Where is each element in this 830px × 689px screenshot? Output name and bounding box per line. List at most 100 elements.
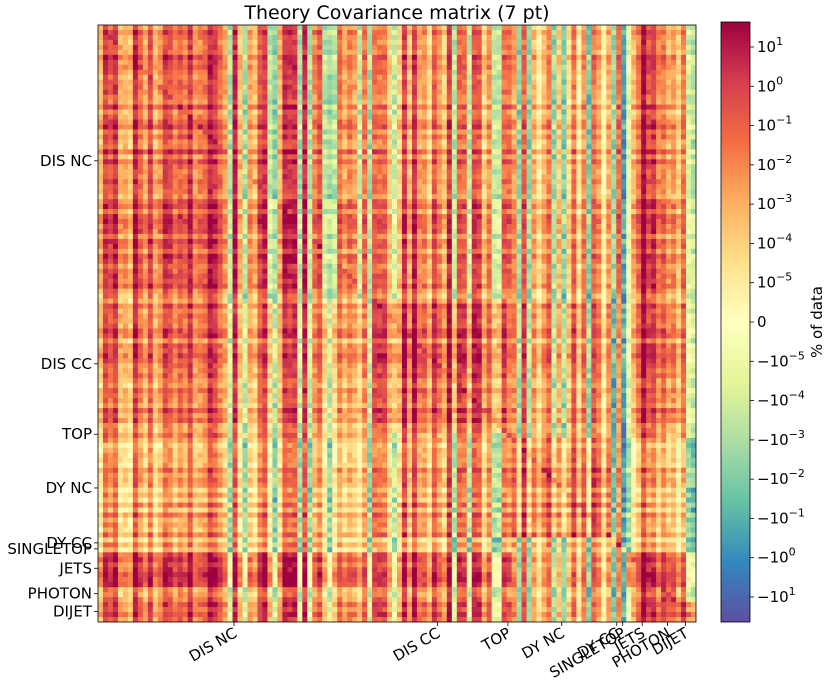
- heatmap-cell: [332, 119, 338, 126]
- heatmap-cell: [531, 204, 538, 210]
- heatmap-cell: [222, 154, 229, 160]
- heatmap-cell: [601, 224, 607, 230]
- heatmap-cell: [631, 204, 637, 210]
- heatmap-cell: [342, 174, 348, 180]
- heatmap-cell: [466, 194, 473, 200]
- heatmap-cell: [337, 139, 343, 145]
- heatmap-cell: [671, 179, 677, 185]
- heatmap-cell: [387, 184, 393, 190]
- heatmap-cell: [526, 134, 533, 141]
- heatmap-cell: [596, 124, 602, 131]
- heatmap-cell: [431, 209, 438, 215]
- heatmap-cell: [551, 194, 558, 200]
- heatmap-cell: [367, 179, 373, 185]
- heatmap-cell: [536, 149, 543, 155]
- heatmap-cell: [596, 29, 602, 36]
- heatmap-cell: [546, 159, 553, 165]
- heatmap-cell: [411, 124, 418, 131]
- heatmap-cell: [671, 59, 677, 66]
- heatmap-cell: [676, 139, 682, 145]
- heatmap-cell: [282, 29, 288, 36]
- heatmap-cell: [576, 154, 582, 160]
- heatmap-cell: [332, 214, 338, 220]
- heatmap-cell: [277, 159, 283, 165]
- heatmap-cell: [297, 59, 303, 66]
- heatmap-cell: [466, 34, 473, 41]
- heatmap-cell: [506, 169, 513, 175]
- heatmap-cell: [227, 74, 234, 81]
- heatmap-cell: [137, 149, 144, 155]
- heatmap-cell: [137, 89, 144, 96]
- heatmap-cell: [167, 39, 174, 46]
- heatmap-cell: [451, 184, 458, 190]
- heatmap-cell: [317, 44, 323, 51]
- heatmap-cell: [107, 84, 114, 91]
- heatmap-cell: [431, 39, 438, 46]
- heatmap-cell: [656, 139, 662, 145]
- heatmap-cell: [207, 179, 214, 185]
- heatmap-cell: [521, 54, 528, 61]
- heatmap-cell: [322, 69, 328, 76]
- heatmap-cell: [641, 94, 647, 101]
- heatmap-cell: [611, 159, 617, 165]
- heatmap-cell: [262, 29, 269, 36]
- heatmap-cell: [257, 79, 264, 86]
- heatmap-cell: [616, 64, 622, 71]
- heatmap-cell: [486, 214, 493, 220]
- heatmap-cell: [197, 34, 204, 41]
- heatmap-cell: [556, 194, 563, 200]
- heatmap-cell: [197, 149, 204, 155]
- heatmap-cell: [661, 69, 667, 76]
- heatmap-cell: [691, 25, 696, 31]
- heatmap-cell: [411, 99, 418, 106]
- heatmap-cell: [277, 199, 283, 205]
- heatmap-cell: [486, 209, 493, 215]
- heatmap-cell: [257, 219, 264, 225]
- heatmap-cell: [541, 219, 548, 225]
- heatmap-cell: [416, 25, 423, 31]
- heatmap-cell: [167, 189, 174, 195]
- heatmap-cell: [262, 199, 269, 205]
- heatmap-cell: [192, 224, 199, 230]
- heatmap-cell: [98, 74, 104, 81]
- heatmap-cell: [272, 169, 278, 175]
- heatmap-cell: [546, 139, 553, 145]
- heatmap-cell: [641, 54, 647, 61]
- heatmap-cell: [147, 199, 154, 205]
- heatmap-cell: [242, 149, 249, 155]
- heatmap-cell: [392, 144, 398, 150]
- heatmap-cell: [352, 74, 358, 81]
- heatmap-cell: [431, 189, 438, 195]
- heatmap-cell: [521, 149, 528, 155]
- heatmap-cell: [167, 174, 174, 180]
- heatmap-cell: [172, 199, 179, 205]
- heatmap-cell: [172, 29, 179, 36]
- heatmap-cell: [561, 154, 568, 160]
- heatmap-cell: [541, 214, 548, 220]
- heatmap-cell: [282, 189, 288, 195]
- heatmap-cell: [277, 228, 283, 235]
- heatmap-cell: [406, 124, 413, 131]
- heatmap-cell: [486, 44, 493, 51]
- heatmap-cell: [287, 54, 293, 61]
- heatmap-cell: [416, 94, 423, 101]
- heatmap-cell: [456, 224, 463, 230]
- heatmap-cell: [137, 124, 144, 131]
- heatmap-cell: [651, 29, 657, 36]
- heatmap-cell: [436, 189, 443, 195]
- heatmap-cell: [606, 59, 612, 66]
- heatmap-cell: [601, 94, 607, 101]
- heatmap-cell: [686, 64, 692, 71]
- heatmap-cell: [162, 104, 169, 111]
- heatmap-cell: [511, 219, 518, 225]
- heatmap-cell: [521, 159, 528, 165]
- heatmap-cell: [172, 114, 179, 121]
- heatmap-cell: [117, 54, 124, 61]
- heatmap-cell: [217, 94, 224, 101]
- heatmap-cell: [506, 109, 513, 116]
- heatmap-cell: [686, 179, 692, 185]
- heatmap-cell: [357, 44, 363, 51]
- heatmap-cell: [446, 79, 453, 86]
- heatmap-cell: [312, 34, 318, 41]
- heatmap-cell: [686, 184, 692, 190]
